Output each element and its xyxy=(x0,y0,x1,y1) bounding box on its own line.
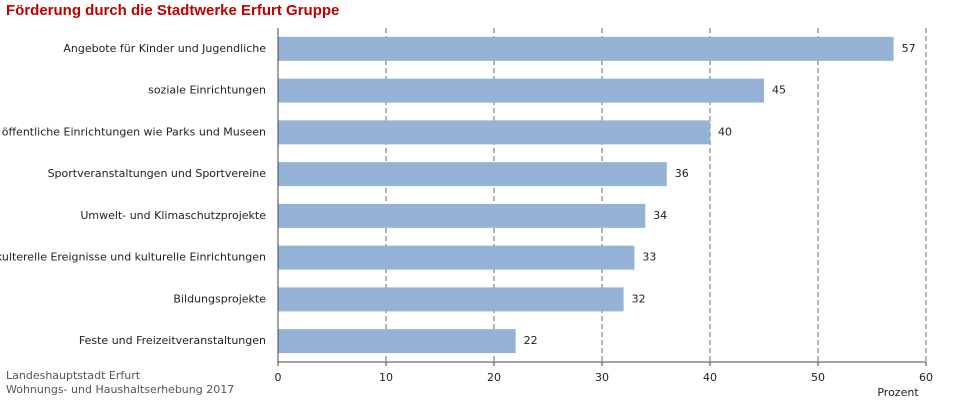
y-tick-label: Feste und Freizeitveranstaltungen xyxy=(79,334,266,347)
bar xyxy=(278,329,516,354)
data-label: 36 xyxy=(675,167,689,180)
chart-title: Förderung durch die Stadtwerke Erfurt Gr… xyxy=(6,2,339,19)
source-line: Wohnungs- und Haushaltserhebung 2017 xyxy=(6,383,234,396)
bar xyxy=(278,162,667,187)
bar xyxy=(278,36,894,61)
data-label: 45 xyxy=(772,84,786,97)
x-tick-label: 50 xyxy=(811,371,825,384)
y-tick-label: Angebote für Kinder und Jugendliche xyxy=(63,42,266,55)
y-tick-label: öffentliche Einrichtungen wie Parks und … xyxy=(2,125,266,138)
bar xyxy=(278,245,635,270)
x-axis-label: Prozent xyxy=(877,386,919,399)
y-tick-label: kulterelle Ereignisse und kulturelle Ein… xyxy=(0,251,266,264)
bar xyxy=(278,120,710,145)
x-tick-label: 40 xyxy=(703,371,717,384)
data-label: 34 xyxy=(653,209,667,222)
x-tick-label: 60 xyxy=(919,371,933,384)
x-tick-label: 30 xyxy=(595,371,609,384)
data-label: 32 xyxy=(632,292,646,305)
x-tick-label: 20 xyxy=(487,371,501,384)
source-line: Landeshauptstadt Erfurt xyxy=(6,369,141,382)
data-label: 40 xyxy=(718,125,732,138)
y-tick-label: Bildungsprojekte xyxy=(173,292,266,305)
y-tick-label: Sportveranstaltungen und Sportvereine xyxy=(48,167,267,180)
y-tick-label: Umwelt- und Klimaschutzprojekte xyxy=(80,209,266,222)
bar xyxy=(278,78,764,103)
data-label: 22 xyxy=(524,334,538,347)
bar xyxy=(278,203,646,228)
x-tick-label: 10 xyxy=(379,371,393,384)
bar xyxy=(278,287,624,312)
data-label: 33 xyxy=(642,251,656,264)
x-tick-label: 0 xyxy=(275,371,282,384)
data-label: 57 xyxy=(902,42,916,55)
y-tick-label: soziale Einrichtungen xyxy=(148,84,266,97)
